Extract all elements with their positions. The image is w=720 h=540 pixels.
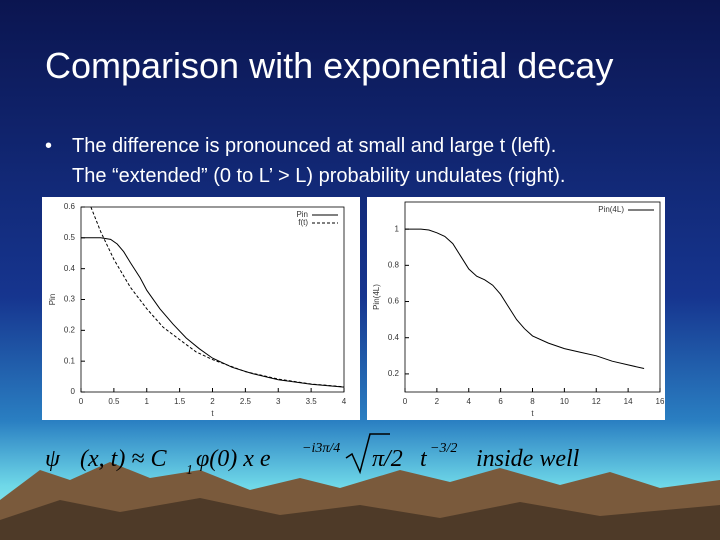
sqrt-sign	[345, 433, 390, 475]
x-axis-label: t	[531, 409, 534, 418]
y-tick-label: 0.2	[388, 369, 400, 378]
y-tick-label: 0.3	[64, 295, 76, 304]
series-line	[90, 206, 345, 388]
y-axis-label: Pin(4L)	[372, 284, 381, 310]
x-tick-label: 16	[656, 397, 665, 406]
bullet-text: The “extended” (0 to L’ > L) probability…	[72, 165, 565, 187]
y-tick-label: 0.4	[64, 264, 76, 273]
slide-title: Comparison with exponential decay	[45, 45, 613, 86]
y-tick-label: 0.8	[388, 260, 400, 269]
legend-label: f(t)	[298, 218, 308, 227]
formula-part: π/2	[372, 446, 403, 472]
x-tick-label: 8	[530, 397, 535, 406]
x-tick-label: 1	[145, 397, 150, 406]
x-tick-label: 0	[79, 397, 84, 406]
bullet-mark: •	[45, 135, 52, 157]
plots: 0 0.5 1 1.5 2 2.5 3 3.5 4 0 0.1 0.2 0.3 0.4 0.5 0.6 t Pin…	[48, 201, 665, 418]
x-tick-label: 14	[624, 397, 633, 406]
series-line	[405, 228, 645, 369]
y-tick-label: 0.2	[64, 325, 76, 334]
plot-panel	[42, 197, 360, 420]
legend-label: Pin(4L)	[598, 205, 624, 214]
y-tick-label: 0.4	[388, 333, 400, 342]
bullet-text: The difference is pronounced at small an…	[72, 135, 556, 157]
y-axis-label: Pin	[48, 294, 57, 306]
legend-label: Pin	[296, 210, 308, 219]
y-tick-label: 0.6	[64, 202, 76, 211]
formula-part: (x, t) ≈ C	[80, 446, 167, 472]
formula-part: t	[420, 446, 428, 472]
formula-part: φ(0) x e	[196, 446, 271, 472]
formula-part: 1	[186, 463, 193, 478]
x-tick-label: 12	[592, 397, 601, 406]
x-tick-label: 6	[498, 397, 503, 406]
x-tick-label: 2	[210, 397, 215, 406]
formula-part: ψ	[45, 446, 61, 472]
x-tick-label: 1.5	[174, 397, 186, 406]
y-tick-label: 1	[395, 224, 400, 233]
y-tick-label: 0	[71, 387, 76, 396]
x-tick-label: 10	[560, 397, 569, 406]
x-axis-label: t	[211, 409, 214, 418]
x-tick-label: 0	[403, 397, 408, 406]
plot-panel	[367, 197, 665, 420]
formula: ψ (x, t) ≈ C 1 φ(0) x e −i3π/4 π/2 t −3/…	[45, 433, 580, 478]
x-tick-label: 2	[435, 397, 440, 406]
formula-part: inside well	[476, 446, 580, 472]
formula-part: −3/2	[430, 441, 457, 456]
x-tick-label: 3	[276, 397, 281, 406]
mountains-front	[0, 498, 720, 540]
y-tick-label: 0.1	[64, 356, 76, 365]
y-tick-label: 0.5	[64, 233, 76, 242]
x-tick-label: 3.5	[306, 397, 318, 406]
x-tick-label: 2.5	[240, 397, 252, 406]
x-tick-label: 4	[467, 397, 472, 406]
x-tick-label: 0.5	[108, 397, 120, 406]
y-tick-label: 0.6	[388, 297, 400, 306]
formula-part: −i3π/4	[302, 441, 340, 456]
x-tick-label: 4	[342, 397, 347, 406]
